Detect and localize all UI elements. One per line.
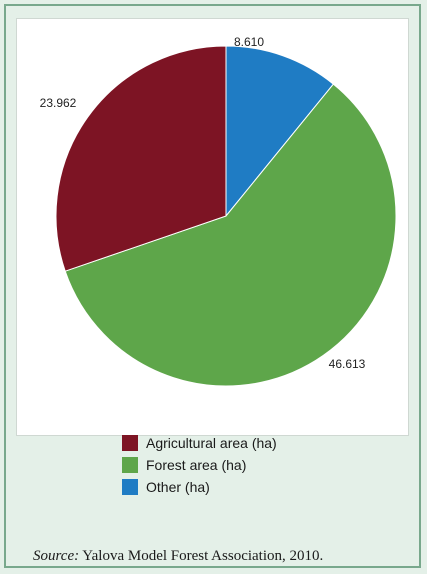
pie-data-label-3: 23.962 xyxy=(40,96,77,110)
legend-label-agricultural: Agricultural area (ha) xyxy=(146,435,277,451)
legend-swatch-agricultural xyxy=(122,435,138,451)
legend-item-other: Other (ha) xyxy=(122,476,277,498)
source-text: Yalova Model Forest Association, 2010. xyxy=(79,548,324,564)
source-note: Source: Yalova Model Forest Association,… xyxy=(33,548,323,565)
pie-slice-1 xyxy=(225,45,335,218)
source-prefix: Source: xyxy=(33,548,80,564)
legend-item-agricultural: Agricultural area (ha) xyxy=(122,432,277,454)
figure-frame xyxy=(4,4,421,568)
chart-legend: Agricultural area (ha) Forest area (ha) … xyxy=(122,432,277,498)
pie-data-label-2: 46.613 xyxy=(329,357,366,371)
legend-label-other: Other (ha) xyxy=(146,479,210,495)
legend-swatch-forest xyxy=(122,457,138,473)
legend-label-forest: Forest area (ha) xyxy=(146,457,247,473)
legend-swatch-other xyxy=(122,479,138,495)
legend-item-forest: Forest area (ha) xyxy=(122,454,277,476)
pie-data-label-1: 8.610 xyxy=(234,35,264,49)
pie-slice-2 xyxy=(64,83,397,387)
pie-slice-3 xyxy=(55,45,227,272)
